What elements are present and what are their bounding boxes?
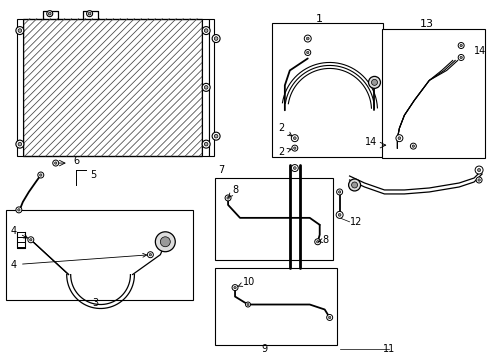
Circle shape xyxy=(204,86,208,89)
Text: 9: 9 xyxy=(262,345,268,354)
Text: 3: 3 xyxy=(93,297,98,307)
Circle shape xyxy=(225,195,231,201)
Text: 2: 2 xyxy=(278,147,291,157)
Circle shape xyxy=(38,172,44,178)
Circle shape xyxy=(292,145,298,151)
Circle shape xyxy=(307,51,309,54)
Circle shape xyxy=(155,232,175,252)
Circle shape xyxy=(317,240,319,243)
Circle shape xyxy=(348,179,361,191)
Circle shape xyxy=(204,29,208,32)
Circle shape xyxy=(16,140,24,148)
Bar xyxy=(215,178,333,260)
Circle shape xyxy=(475,166,483,174)
Circle shape xyxy=(460,44,463,47)
Circle shape xyxy=(294,167,296,170)
Bar xyxy=(23,19,202,156)
Text: 4: 4 xyxy=(11,253,147,270)
Circle shape xyxy=(232,285,238,291)
Circle shape xyxy=(315,239,321,245)
Text: 13: 13 xyxy=(420,19,434,28)
Circle shape xyxy=(202,140,210,148)
Circle shape xyxy=(29,239,32,241)
Circle shape xyxy=(212,35,220,42)
Circle shape xyxy=(327,315,333,320)
Circle shape xyxy=(292,165,298,171)
Circle shape xyxy=(227,197,229,199)
Text: 5: 5 xyxy=(91,170,97,180)
Circle shape xyxy=(245,302,250,307)
Circle shape xyxy=(40,174,42,176)
Circle shape xyxy=(16,27,24,35)
Circle shape xyxy=(160,237,171,247)
Bar xyxy=(17,19,23,156)
Circle shape xyxy=(458,42,464,49)
Circle shape xyxy=(28,237,34,243)
Circle shape xyxy=(458,54,464,60)
Circle shape xyxy=(371,80,377,85)
Bar xyxy=(215,268,337,345)
Circle shape xyxy=(477,168,481,172)
Circle shape xyxy=(18,142,22,146)
Circle shape xyxy=(202,84,210,91)
Circle shape xyxy=(214,37,218,40)
Circle shape xyxy=(476,177,482,183)
Circle shape xyxy=(147,252,153,258)
Text: 7: 7 xyxy=(218,165,224,175)
Circle shape xyxy=(87,11,93,17)
Text: 14: 14 xyxy=(474,46,487,57)
Circle shape xyxy=(336,211,343,219)
Circle shape xyxy=(292,135,298,141)
Circle shape xyxy=(202,27,210,35)
Text: 8: 8 xyxy=(318,235,329,245)
Circle shape xyxy=(352,182,358,188)
Circle shape xyxy=(460,56,463,59)
Circle shape xyxy=(149,253,151,256)
Text: 1: 1 xyxy=(316,14,323,24)
Text: 11: 11 xyxy=(383,345,395,354)
Circle shape xyxy=(294,137,296,140)
Circle shape xyxy=(337,189,343,195)
Text: 6: 6 xyxy=(74,156,80,166)
Bar xyxy=(209,19,214,156)
Circle shape xyxy=(247,303,249,306)
Text: 14: 14 xyxy=(365,137,377,147)
Circle shape xyxy=(49,12,51,15)
Circle shape xyxy=(47,11,53,17)
Circle shape xyxy=(204,142,208,146)
Circle shape xyxy=(212,132,220,140)
Text: 8: 8 xyxy=(229,185,238,197)
Circle shape xyxy=(88,12,91,15)
Bar xyxy=(202,19,209,156)
Circle shape xyxy=(54,162,57,164)
Bar xyxy=(272,23,384,157)
Circle shape xyxy=(305,50,311,55)
Circle shape xyxy=(328,316,331,319)
Text: 2: 2 xyxy=(278,123,292,136)
Circle shape xyxy=(18,29,22,32)
Circle shape xyxy=(396,135,403,141)
Circle shape xyxy=(478,179,480,181)
Circle shape xyxy=(412,145,415,147)
Circle shape xyxy=(410,143,416,149)
Bar xyxy=(6,210,193,300)
Circle shape xyxy=(339,191,341,193)
Circle shape xyxy=(214,134,218,138)
Bar xyxy=(383,28,485,158)
Circle shape xyxy=(398,137,401,140)
Text: 4: 4 xyxy=(11,226,27,238)
Circle shape xyxy=(53,160,59,166)
Circle shape xyxy=(368,76,380,88)
Circle shape xyxy=(18,209,20,211)
Circle shape xyxy=(338,213,341,216)
Text: 12: 12 xyxy=(349,217,362,227)
Text: 10: 10 xyxy=(238,276,255,287)
Circle shape xyxy=(304,35,311,42)
Circle shape xyxy=(294,147,296,149)
Circle shape xyxy=(234,287,236,289)
Circle shape xyxy=(306,37,309,40)
Circle shape xyxy=(16,207,22,213)
